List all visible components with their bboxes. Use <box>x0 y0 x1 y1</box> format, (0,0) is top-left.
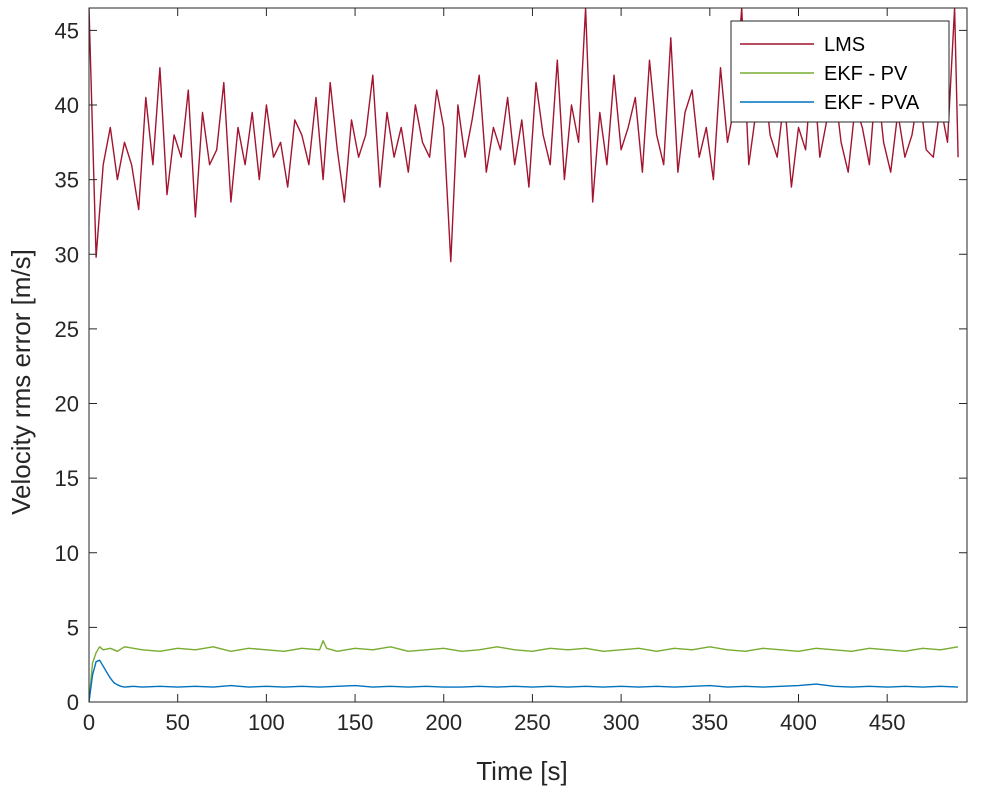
legend: LMS EKF - PV EKF - PVA <box>730 20 950 123</box>
x-tick-label: 250 <box>514 710 551 735</box>
series-line-ekf-pv <box>89 640 959 702</box>
x-tick-label: 0 <box>83 710 95 735</box>
x-tick-label: 150 <box>337 710 374 735</box>
y-tick-label: 15 <box>55 466 79 491</box>
y-tick-label: 0 <box>67 690 79 715</box>
x-axis-label: Time [s] <box>476 756 567 786</box>
y-tick-label: 35 <box>55 168 79 193</box>
x-tick-label: 200 <box>425 710 462 735</box>
y-tick-label: 10 <box>55 541 79 566</box>
x-tick-label: 400 <box>780 710 817 735</box>
x-tick-label: 100 <box>248 710 285 735</box>
x-tick-label: 50 <box>165 710 189 735</box>
y-tick-label: 45 <box>55 18 79 43</box>
x-tick-label: 450 <box>869 710 906 735</box>
y-tick-label: 25 <box>55 317 79 342</box>
x-tick-label: 300 <box>603 710 640 735</box>
y-tick-label: 20 <box>55 392 79 417</box>
y-tick-label: 40 <box>55 93 79 118</box>
legend-box <box>730 20 950 123</box>
ticks-layer: 0 50 100 150 200 250 300 350 400 450 0 5 10 15 20 25 30 3… <box>55 8 967 735</box>
plot-frame <box>88 7 968 703</box>
x-tick-label: 350 <box>691 710 728 735</box>
y-tick-label: 30 <box>55 242 79 267</box>
legend-label-ekf-pva: EKF - PVA <box>824 92 920 114</box>
y-tick-label: 5 <box>67 615 79 640</box>
series-line-ekf-pva <box>89 659 959 702</box>
y-axis-label: Velocity rms error [m/s] <box>6 249 36 515</box>
legend-label-lms: LMS <box>824 34 865 56</box>
legend-label-ekf-pv: EKF - PV <box>824 63 908 85</box>
